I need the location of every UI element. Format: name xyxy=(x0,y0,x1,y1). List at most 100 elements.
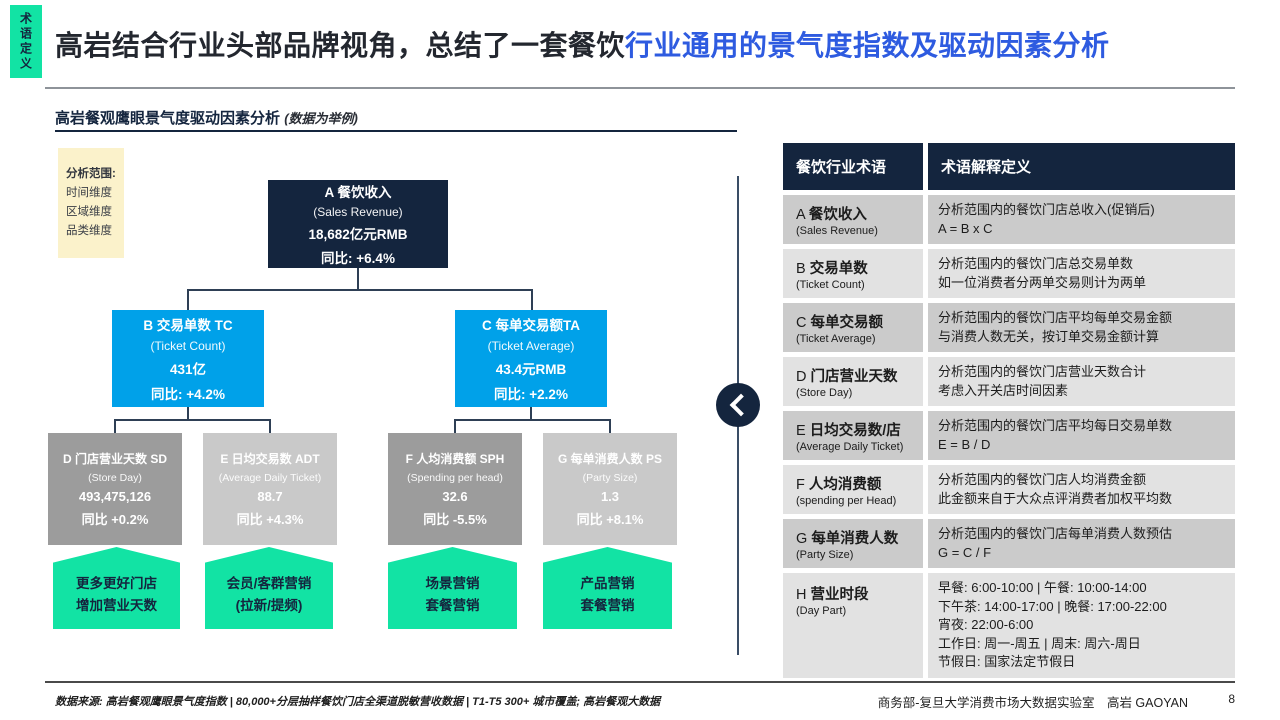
definition-cell: 分析范围内的餐饮门店总交易单数 如一位消费者分两单交易则计为两单 xyxy=(928,249,1235,298)
term-name: 门店营业天数 xyxy=(810,368,898,385)
definition-line: A = B x C xyxy=(938,220,993,236)
term-cell: B 交易单数 (Ticket Count) xyxy=(783,249,923,298)
term-name: 人均消费额 xyxy=(808,476,882,493)
analysis-scope-box: 分析范围: 时间维度 区域维度 品类维度 xyxy=(58,148,124,258)
table-header-term: 餐饮行业术语 xyxy=(783,143,923,190)
definition-line: 工作日: 周一-周五 | 周末: 周六-周日 xyxy=(938,635,1141,651)
collapse-panel-button[interactable] xyxy=(716,383,760,427)
node-yoy: 同比: +4.2% xyxy=(151,387,225,402)
scope-item: 区域维度 xyxy=(66,206,112,218)
connector xyxy=(187,289,189,310)
node-title: D 门店营业天数 SD xyxy=(62,452,167,466)
table-row: G 每单消费人数 (Party Size) 分析范围内的餐饮门店每单消费人数预估… xyxy=(783,519,1235,568)
term-letter: A xyxy=(796,206,805,223)
node-yoy: 同比 +4.3% xyxy=(236,512,304,527)
table-row: B 交易单数 (Ticket Count) 分析范围内的餐饮门店总交易单数 如一… xyxy=(783,249,1235,298)
term-english: (Party Size) xyxy=(796,548,854,561)
section-title-text: 高岩餐观鹰眼景气度驱动因素分析 xyxy=(55,110,281,127)
term-name: 每单消费人数 xyxy=(811,530,899,547)
definition-line: 分析范围内的餐饮门店平均每日交易单数 xyxy=(938,418,1173,433)
node-title: G 每单消费人数 PS xyxy=(557,452,662,466)
term-cell: D 门店营业天数 (Store Day) xyxy=(783,357,923,406)
node-value: 1.3 xyxy=(600,489,620,504)
lever-arrow-stores: 更多更好门店 增加营业天数 xyxy=(53,547,180,629)
node-subtitle: (Ticket Count) xyxy=(150,339,226,353)
title-divider xyxy=(45,87,1235,89)
term-english: (Sales Revenue) xyxy=(796,224,878,237)
node-title: F 人均消费额 SPH xyxy=(405,452,505,466)
term-cell: E 日均交易数/店 (Average Daily Ticket) xyxy=(783,411,923,460)
lever-arrow-membership: 会员/客群营销 (拉新/提频) xyxy=(205,547,333,629)
node-value: 88.7 xyxy=(257,489,283,504)
term-cell: G 每单消费人数 (Party Size) xyxy=(783,519,923,568)
definition-cell: 分析范围内的餐饮门店人均消费金额 此金额来自于大众点评消费者加权平均数 xyxy=(928,465,1235,514)
node-subtitle: (Party Size) xyxy=(582,472,638,484)
scope-item: 品类维度 xyxy=(66,225,112,237)
term-letter: G xyxy=(796,530,808,547)
term-cell: F 人均消费额 (spending per Head) xyxy=(783,465,923,514)
term-english: (Day Part) xyxy=(796,605,847,617)
tree-node-ticket-count: B 交易单数 TC (Ticket Count) 431亿 同比: +4.2% xyxy=(112,310,264,407)
footer-organization: 商务部-复旦大学消费市场大数据实验室 高岩 GAOYAN xyxy=(877,696,1188,710)
lever-line: 增加营业天数 xyxy=(76,598,157,613)
table-row: E 日均交易数/店 (Average Daily Ticket) 分析范围内的餐… xyxy=(783,411,1235,460)
tree-node-spending-per-head: F 人均消费额 SPH (Spending per head) 32.6 同比 … xyxy=(388,433,522,545)
definition-cell: 分析范围内的餐饮门店营业天数合计 考虑入开关店时间因素 xyxy=(928,357,1235,406)
definition-line: E = B / D xyxy=(938,436,991,452)
node-title: E 日均交易数 ADT xyxy=(220,452,320,466)
definition-cell: 分析范围内的餐饮门店每单消费人数预估 G = C / F xyxy=(928,519,1235,568)
page-title-blue: 行业通用的景气度指数及驱动因素分析 xyxy=(625,30,1110,61)
page-title: 高岩结合行业头部品牌视角，总结了一套餐饮行业通用的景气度指数及驱动因素分析 xyxy=(55,24,1110,64)
tree-node-avg-daily-ticket: E 日均交易数 ADT (Average Daily Ticket) 88.7 … xyxy=(203,433,337,545)
chevron-left-icon xyxy=(729,393,752,417)
connector xyxy=(530,407,532,420)
connector xyxy=(269,419,271,433)
lever-line: 会员/客群营销 xyxy=(226,576,312,591)
section-title: 高岩餐观鹰眼景气度驱动因素分析 (数据为举例) xyxy=(55,107,358,128)
definition-line: 早餐: 6:00-10:00 | 午餐: 10:00-14:00 xyxy=(938,580,1147,595)
node-value: 43.4元RMB xyxy=(495,362,567,377)
table-row: C 每单交易额 (Ticket Average) 分析范围内的餐饮门店平均每单交… xyxy=(783,303,1235,352)
definition-cell: 分析范围内的餐饮门店平均每单交易金额 与消费人数无关，按订单交易金额计算 xyxy=(928,303,1235,352)
definition-line: 分析范围内的餐饮门店平均每单交易金额 xyxy=(938,310,1173,325)
terminology-table: 餐饮行业术语 术语解释定义 A 餐饮收入 (Sales Revenue) 分析范… xyxy=(783,143,1235,683)
definition-line: 节假日: 国家法定节假日 xyxy=(938,654,1076,669)
definition-cell: 早餐: 6:00-10:00 | 午餐: 10:00-14:00 下午茶: 14… xyxy=(928,573,1235,678)
connector xyxy=(357,268,359,290)
connector xyxy=(454,419,456,433)
definition-line: 分析范围内的餐饮门店人均消费金额 xyxy=(938,472,1147,487)
term-english: (spending per Head) xyxy=(796,494,897,507)
definition-cell: 分析范围内的餐饮门店总收入(促销后) A = B x C xyxy=(928,195,1235,244)
term-name: 营业时段 xyxy=(810,587,869,603)
node-title: B 交易单数 TC xyxy=(143,318,233,333)
node-subtitle: (Average Daily Ticket) xyxy=(218,472,322,484)
footer-divider xyxy=(45,681,1235,683)
table-row: A 餐饮收入 (Sales Revenue) 分析范围内的餐饮门店总收入(促销后… xyxy=(783,195,1235,244)
tree-node-store-day: D 门店营业天数 SD (Store Day) 493,475,126 同比 +… xyxy=(48,433,182,545)
lever-line: 套餐营销 xyxy=(580,598,635,613)
tree-node-party-size: G 每单消费人数 PS (Party Size) 1.3 同比 +8.1% xyxy=(543,433,677,545)
lever-line: 套餐营销 xyxy=(425,598,480,613)
term-name: 餐饮收入 xyxy=(808,206,867,223)
definition-line: 如一位消费者分两单交易则计为两单 xyxy=(938,274,1147,290)
connector xyxy=(114,419,271,421)
node-subtitle: (Store Day) xyxy=(88,472,142,484)
node-subtitle: (Sales Revenue) xyxy=(313,205,403,219)
lever-line: (拉新/提频) xyxy=(235,598,303,613)
data-source-note: 数据来源: 高岩餐观鹰眼景气度指数 | 80,000+分层抽样餐饮门店全渠道脱敏… xyxy=(55,696,661,708)
node-value: 493,475,126 xyxy=(78,489,152,504)
definition-line: G = C / F xyxy=(938,544,992,560)
definition-line: 分析范围内的餐饮门店每单消费人数预估 xyxy=(938,526,1173,541)
lever-arrow-product-marketing: 产品营销 套餐营销 xyxy=(543,547,672,629)
term-english: (Ticket Count) xyxy=(796,278,865,291)
term-letter: C xyxy=(796,314,807,331)
node-yoy: 同比 +0.2% xyxy=(81,512,149,527)
lever-line: 场景营销 xyxy=(425,576,480,591)
definition-line: 宵夜: 22:00-6:00 xyxy=(938,617,1034,632)
connector xyxy=(187,289,533,291)
term-name: 日均交易数/店 xyxy=(809,422,901,439)
lever-arrow-scene-marketing: 场景营销 套餐营销 xyxy=(388,547,517,629)
lever-line: 更多更好门店 xyxy=(76,576,157,591)
definition-line: 考虑入开关店时间因素 xyxy=(938,382,1069,398)
table-header-definition: 术语解释定义 xyxy=(928,143,1235,190)
